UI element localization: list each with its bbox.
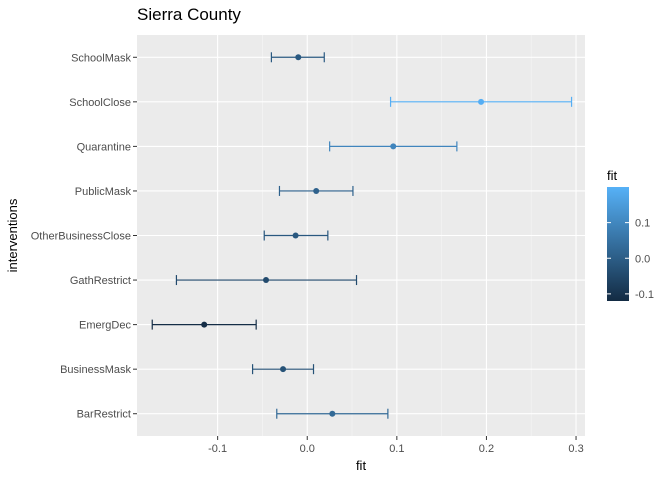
chart-title: Sierra County xyxy=(137,5,241,24)
x-tick-label: 0.0 xyxy=(300,443,315,455)
point-SchoolMask xyxy=(295,54,302,61)
legend-ticks: 0.1 0.0 -0.1 xyxy=(607,218,654,301)
x-axis-title: fit xyxy=(356,458,367,473)
point-Quarantine xyxy=(390,143,397,150)
y-axis-ticks: SchoolMask SchoolClose Quarantine PublicMas… xyxy=(31,52,137,421)
color-legend: fit 0.1 0.0 -0.1 xyxy=(607,168,654,301)
point-EmergDec xyxy=(201,321,208,328)
legend-colorbar xyxy=(607,187,629,301)
point-SchoolClose xyxy=(478,98,485,105)
x-tick-label: -0.1 xyxy=(208,443,227,455)
y-axis-title: interventions xyxy=(5,198,20,272)
y-tick-label: SchoolMask xyxy=(71,52,131,64)
y-tick-label: EmergDec xyxy=(79,320,131,332)
y-tick-label: GathRestrict xyxy=(70,275,131,287)
data-points xyxy=(201,54,485,417)
x-tick-label: 0.1 xyxy=(389,443,404,455)
point-GathRestrict xyxy=(263,277,270,284)
y-tick-label: BarRestrict xyxy=(77,409,131,421)
y-tick-label: BusinessMask xyxy=(60,364,131,376)
legend-tick-label: 0.0 xyxy=(635,253,650,265)
legend-tick-label: 0.1 xyxy=(635,218,650,230)
legend-tick-label: -0.1 xyxy=(635,289,654,301)
y-tick-label: Quarantine xyxy=(77,141,131,153)
x-tick-label: 0.2 xyxy=(479,443,494,455)
y-tick-label: PublicMask xyxy=(75,186,132,198)
y-tick-label: OtherBusinessClose xyxy=(31,231,131,243)
point-OtherBusinessClose xyxy=(292,232,299,239)
legend-title: fit xyxy=(607,168,618,183)
point-PublicMask xyxy=(313,187,320,194)
x-axis-ticks: -0.1 0.0 0.1 0.2 0.3 xyxy=(208,436,584,455)
y-tick-label: SchoolClose xyxy=(69,97,131,109)
point-BarRestrict xyxy=(329,410,336,417)
point-BusinessMask xyxy=(280,366,287,373)
x-tick-label: 0.3 xyxy=(568,443,583,455)
